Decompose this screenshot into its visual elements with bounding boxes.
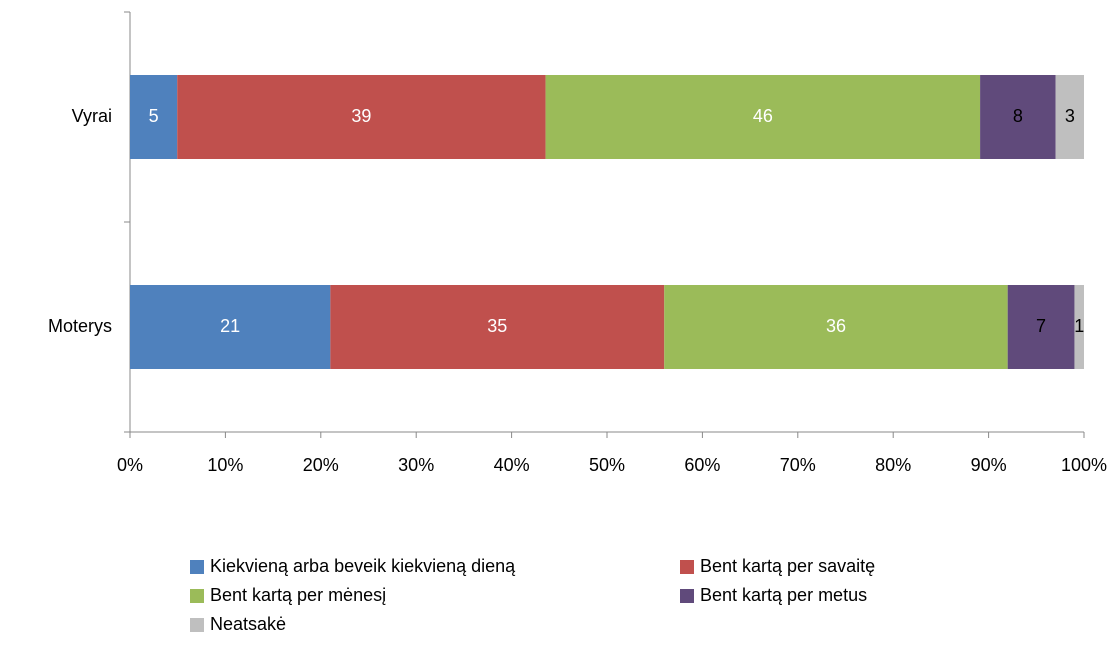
legend-label: Kiekvieną arba beveik kiekvieną dieną [210,556,516,576]
legend-swatch [680,589,694,603]
bar-segment [130,285,331,369]
data-label: 5 [149,106,159,126]
x-tick-label: 20% [303,455,339,475]
legend-swatch [680,560,694,574]
bar-segment [130,75,178,159]
data-label: 7 [1036,316,1046,336]
x-tick-label: 60% [684,455,720,475]
data-label: 36 [826,316,846,336]
x-tick-label: 30% [398,455,434,475]
bar-segment [1055,75,1084,159]
x-tick-label: 80% [875,455,911,475]
data-label: 1 [1074,316,1084,336]
legend-swatch [190,589,204,603]
data-label: 8 [1013,106,1023,126]
legend-swatch [190,618,204,632]
bar-segment [545,75,981,159]
data-label: 21 [220,316,240,336]
legend-label: Bent kartą per savaitę [700,556,875,576]
x-tick-label: 40% [494,455,530,475]
data-label: 3 [1065,106,1075,126]
legend-label: Bent kartą per metus [700,585,867,605]
bar-segment [980,75,1056,159]
x-tick-label: 90% [971,455,1007,475]
x-tick-label: 0% [117,455,143,475]
data-label: 46 [753,106,773,126]
x-tick-label: 100% [1061,455,1107,475]
data-label: 35 [487,316,507,336]
x-tick-label: 10% [207,455,243,475]
bar-segment [330,285,665,369]
bar-segment [1007,285,1075,369]
bar-segment [664,285,1008,369]
legend-swatch [190,560,204,574]
y-tick-label: Moterys [48,316,112,336]
y-tick-label: Vyrai [72,106,112,126]
bar-segment [1074,285,1084,369]
x-tick-label: 50% [589,455,625,475]
legend-label: Neatsakė [210,614,286,634]
legend-label: Bent kartą per mėnesį [210,585,386,605]
x-tick-label: 70% [780,455,816,475]
bar-segment [177,75,546,159]
data-label: 39 [351,106,371,126]
